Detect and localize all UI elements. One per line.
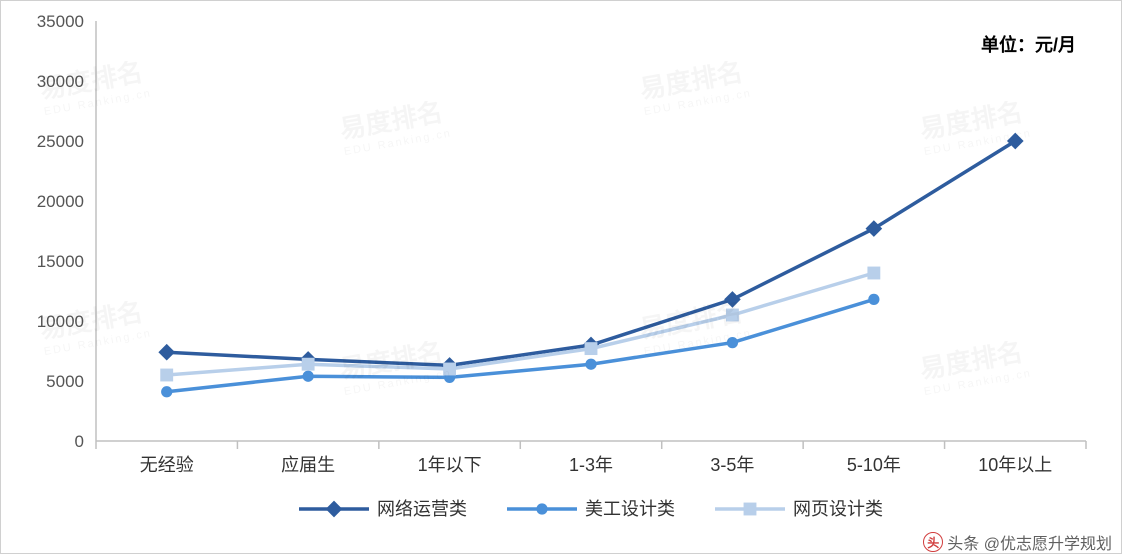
- x-tick-label: 10年以上: [978, 455, 1052, 475]
- marker-square: [726, 309, 739, 322]
- marker-circle: [536, 503, 547, 514]
- y-tick-label: 10000: [37, 312, 84, 331]
- x-tick-label: 5-10年: [847, 455, 901, 475]
- chart-container: 0 5000 10000 15000 20000 25000 30000 35000 无经验 应届…: [0, 0, 1122, 554]
- x-tick-label: 3-5年: [710, 455, 754, 475]
- legend-item: 网络运营类: [299, 499, 467, 519]
- line-chart-svg: 0 5000 10000 15000 20000 25000 30000 35000 无经验 应届…: [1, 1, 1122, 555]
- x-tick-label: 应届生: [281, 455, 335, 475]
- legend-label: 美工设计类: [585, 499, 675, 519]
- marker-diamond: [724, 291, 741, 308]
- toutiao-icon: 头: [923, 532, 943, 552]
- marker-circle: [585, 359, 596, 370]
- x-tick-label: 无经验: [140, 455, 194, 475]
- marker-square: [744, 503, 757, 516]
- y-tick-label: 25000: [37, 132, 84, 151]
- y-tick-label: 20000: [37, 192, 84, 211]
- y-tick-label: 0: [75, 432, 84, 451]
- series-line: [167, 141, 1016, 365]
- series-line: [167, 273, 874, 375]
- marker-square: [302, 358, 315, 371]
- marker-circle: [161, 386, 172, 397]
- legend-item: 美工设计类: [507, 499, 675, 519]
- y-tick-label: 35000: [37, 12, 84, 31]
- legend-label: 网络运营类: [377, 499, 467, 519]
- marker-diamond: [326, 501, 343, 518]
- legend: 网络运营类 美工设计类 网页设计类: [299, 499, 883, 519]
- attribution: 头 头条 @优志愿升学规划: [923, 530, 1112, 554]
- marker-square: [867, 267, 880, 280]
- x-tick-label: 1-3年: [569, 455, 613, 475]
- marker-circle: [303, 371, 314, 382]
- y-tick-label: 30000: [37, 72, 84, 91]
- legend-item: 网页设计类: [715, 499, 883, 519]
- marker-circle: [868, 294, 879, 305]
- attribution-text: 头条 @优志愿升学规划: [947, 530, 1112, 554]
- marker-circle: [727, 337, 738, 348]
- marker-square: [160, 369, 173, 382]
- series-line: [167, 299, 874, 391]
- marker-square: [585, 342, 598, 355]
- marker-diamond: [866, 220, 883, 237]
- marker-diamond: [1007, 133, 1024, 150]
- y-tick-label: 15000: [37, 252, 84, 271]
- y-tick-label: 5000: [46, 372, 84, 391]
- unit-label: 单位：元/月: [981, 34, 1076, 55]
- x-tick-label: 1年以下: [418, 455, 482, 475]
- marker-square: [443, 363, 456, 376]
- legend-label: 网页设计类: [793, 499, 883, 519]
- marker-diamond: [158, 344, 175, 361]
